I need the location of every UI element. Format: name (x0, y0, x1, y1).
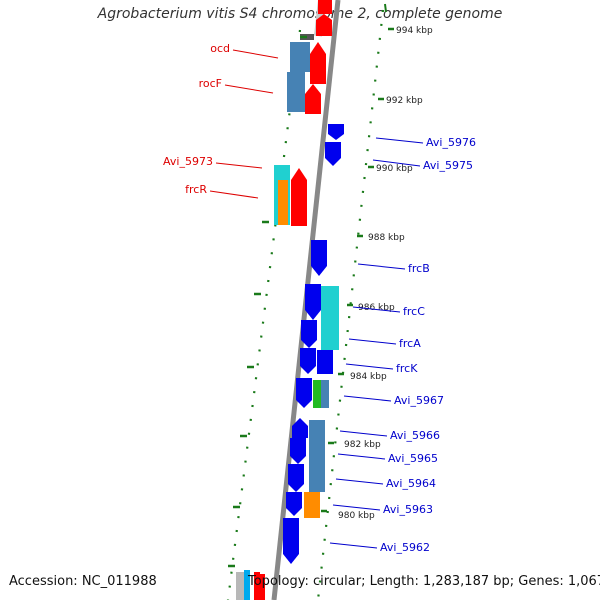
gene-label-leader (209, 190, 259, 199)
cog-category-block (321, 380, 329, 408)
forward-gene-label: rocF (199, 77, 222, 90)
cog-category-block (287, 72, 305, 112)
gene-label-leader (348, 338, 397, 345)
tick-layer: 994 kbp 992 kbp 990 kbp 988 kbp 986 kbp 984 k… (228, 26, 433, 568)
reverse-gene-label: Avi_5965 (388, 452, 438, 465)
reverse-gene-label: Avi_5966 (390, 429, 440, 442)
forward-gene-block (291, 168, 307, 226)
gene-layer (236, 0, 344, 600)
reverse-gene-label: Avi_5967 (394, 394, 444, 407)
reverse-gene-label: frcB (408, 262, 430, 275)
gene-label-leader (332, 504, 381, 511)
reverse-gene-label: frcC (403, 305, 425, 318)
cog-category-block (313, 380, 321, 408)
reverse-gene-label: Avi_5962 (380, 541, 430, 554)
gene-label-leader (232, 49, 279, 59)
reverse-gene-label: Avi_5963 (383, 503, 433, 516)
reverse-gene-block (305, 284, 321, 320)
cog-category-block (321, 286, 339, 350)
kbp-tick-label: 992 kbp (386, 96, 423, 106)
gene-label-leader (372, 159, 421, 167)
summary-text: Topology: circular; Length: 1,283,187 bp… (248, 574, 600, 589)
cog-category-block (290, 42, 310, 72)
gene-label-leader (345, 363, 394, 370)
outer-dotted-ring-right (316, 9, 385, 600)
reverse-gene-block (288, 464, 304, 492)
reverse-gene-block (301, 320, 317, 348)
reverse-gene-label: frcK (396, 362, 418, 375)
cog-category-block (244, 570, 250, 600)
cog-category-block (309, 420, 325, 492)
forward-gene-label: frcR (185, 183, 207, 196)
gene-label-leader (339, 430, 388, 437)
outer-dotted-ring-left (226, 29, 302, 600)
kbp-tick-label: 994 kbp (396, 26, 433, 36)
reverse-gene-block (286, 492, 302, 516)
reverse-gene-block (290, 438, 306, 464)
kbp-tick-label: 982 kbp (344, 440, 381, 450)
forward-gene-label: ocd (210, 42, 230, 55)
gene-label-leader (337, 453, 386, 460)
reverse-gene-label: Avi_5975 (423, 159, 473, 172)
reverse-gene-block (328, 124, 344, 140)
reverse-gene-block (296, 378, 312, 408)
reverse-gene-block (292, 418, 308, 438)
reverse-gene-block (317, 350, 333, 374)
forward-gene-block (318, 0, 332, 14)
kbp-tick-label: 986 kbp (358, 303, 395, 313)
kbp-tick-label: 988 kbp (368, 233, 405, 243)
reverse-gene-label: frcA (399, 337, 421, 350)
reverse-gene-block (325, 142, 341, 166)
gene-label-leader (329, 542, 378, 549)
kbp-tick-label: 984 kbp (350, 372, 387, 382)
accession-text: Accession: NC_011988 (9, 574, 157, 589)
kbp-tick-label: 990 kbp (376, 164, 413, 174)
forward-gene-block (316, 14, 332, 36)
reverse-gene-block (300, 348, 316, 374)
gene-label-leader (215, 162, 263, 169)
reverse-gene-label: Avi_5964 (386, 477, 436, 490)
map-title: Agrobacterium vitis S4 chromosome 2, com… (97, 6, 503, 22)
kbp-tick-label: 980 kbp (338, 511, 375, 521)
gene-label-leader (357, 263, 406, 270)
cog-category-block (236, 572, 244, 600)
forward-gene-block (305, 84, 321, 114)
reverse-gene-block (311, 240, 327, 276)
label-layer: ocd rocF Avi_5973 frcR Avi_5976 Avi_5975 frcB f… (163, 42, 476, 554)
gene-label-leader (343, 395, 392, 402)
gene-label-leader (375, 137, 424, 144)
forward-gene-block (254, 572, 260, 600)
outer-dotted-ring-top (384, 3, 387, 13)
cog-category-block (278, 180, 288, 225)
gene-label-leader (224, 84, 274, 94)
forward-gene-block (310, 42, 326, 84)
reverse-gene-label: Avi_5976 (426, 136, 476, 149)
gene-label-leader (352, 306, 401, 313)
gene-label-leader (335, 478, 384, 485)
forward-gene-label: Avi_5973 (163, 155, 213, 168)
forward-gene-block (260, 574, 265, 600)
reverse-gene-block (283, 518, 299, 564)
cog-category-block (304, 492, 320, 518)
